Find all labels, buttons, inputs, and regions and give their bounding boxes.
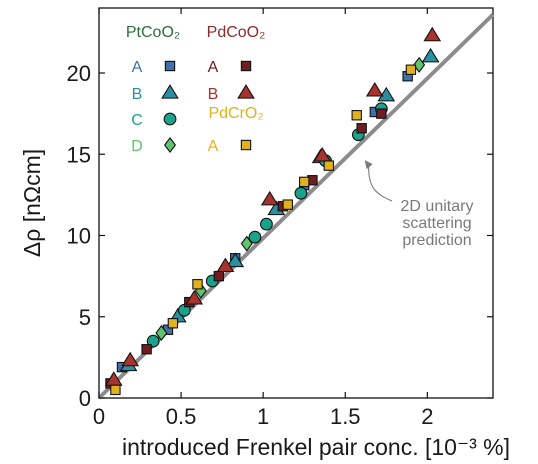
data-point	[365, 81, 384, 97]
legend-label: A	[132, 59, 143, 76]
data-point	[248, 230, 262, 244]
legend-label: A	[208, 138, 219, 155]
legend-label: B	[132, 86, 143, 103]
legend-marker	[161, 84, 179, 99]
y-tick-label: 10	[67, 224, 91, 249]
y-tick-label: 20	[67, 61, 91, 86]
data-point	[299, 176, 310, 188]
data-point	[260, 217, 273, 231]
data-point	[240, 235, 253, 252]
y-axis-label: Δρ [nΩcm]	[19, 149, 45, 257]
annotation-text: 2D unitary	[401, 198, 474, 215]
x-tick-label: 1.5	[330, 404, 361, 429]
series-pdcoo-b	[104, 26, 442, 386]
legend-label: C	[131, 112, 143, 129]
legend-group-title: PdCoO₂	[207, 24, 266, 41]
data-point	[167, 318, 179, 329]
legend-group-title: PdCrO₂	[208, 105, 263, 122]
data-point	[356, 123, 367, 134]
data-point	[351, 110, 362, 121]
data-points	[104, 26, 442, 396]
series-pdcro-a	[110, 64, 417, 396]
data-point	[110, 384, 121, 396]
y-tick-label: 15	[67, 142, 91, 167]
data-point	[192, 279, 203, 290]
data-point	[260, 190, 279, 206]
data-point	[155, 324, 168, 342]
data-point	[377, 86, 396, 102]
data-point	[185, 289, 204, 305]
data-point	[216, 257, 235, 273]
annotation-arrowhead	[364, 160, 373, 170]
data-point	[294, 186, 308, 200]
legend-label: D	[131, 138, 143, 155]
data-point	[421, 47, 440, 63]
legend-marker	[240, 139, 252, 151]
x-axis-label: introduced Frenkel pair conc. [10⁻³ %]	[122, 434, 510, 460]
legend-marker	[237, 84, 255, 99]
legend-group-title: PtCoO₂	[126, 24, 180, 41]
legend-marker	[163, 112, 177, 126]
legend-label: A	[208, 59, 219, 76]
series-ptcoo-c	[146, 102, 388, 348]
plot-frame	[98, 7, 494, 399]
legend-label: B	[208, 86, 219, 103]
data-point	[141, 344, 152, 355]
data-point	[121, 351, 140, 367]
data-point	[323, 160, 335, 171]
y-tick-label: 0	[79, 386, 91, 411]
data-point	[213, 270, 225, 282]
x-tick-label: 0.5	[166, 404, 197, 429]
data-point	[282, 199, 293, 210]
data-point	[413, 56, 426, 73]
annotation-text: scattering	[402, 215, 471, 232]
y-tick-label: 5	[79, 305, 91, 330]
data-point	[226, 252, 245, 268]
data-point	[146, 334, 160, 348]
data-point	[376, 108, 387, 119]
legend-marker	[164, 60, 176, 72]
legend-marker	[163, 136, 177, 154]
plot-area-border	[98, 7, 494, 399]
legend-marker	[240, 60, 252, 72]
data-point	[313, 146, 332, 162]
x-tick-label: 1	[257, 404, 269, 429]
annotation-text: prediction	[402, 232, 471, 249]
annotation-arrow	[368, 165, 393, 202]
data-point	[405, 64, 417, 75]
x-tick-label: 2	[421, 404, 433, 429]
x-tick-label: 0	[93, 404, 105, 429]
data-point	[423, 26, 442, 42]
